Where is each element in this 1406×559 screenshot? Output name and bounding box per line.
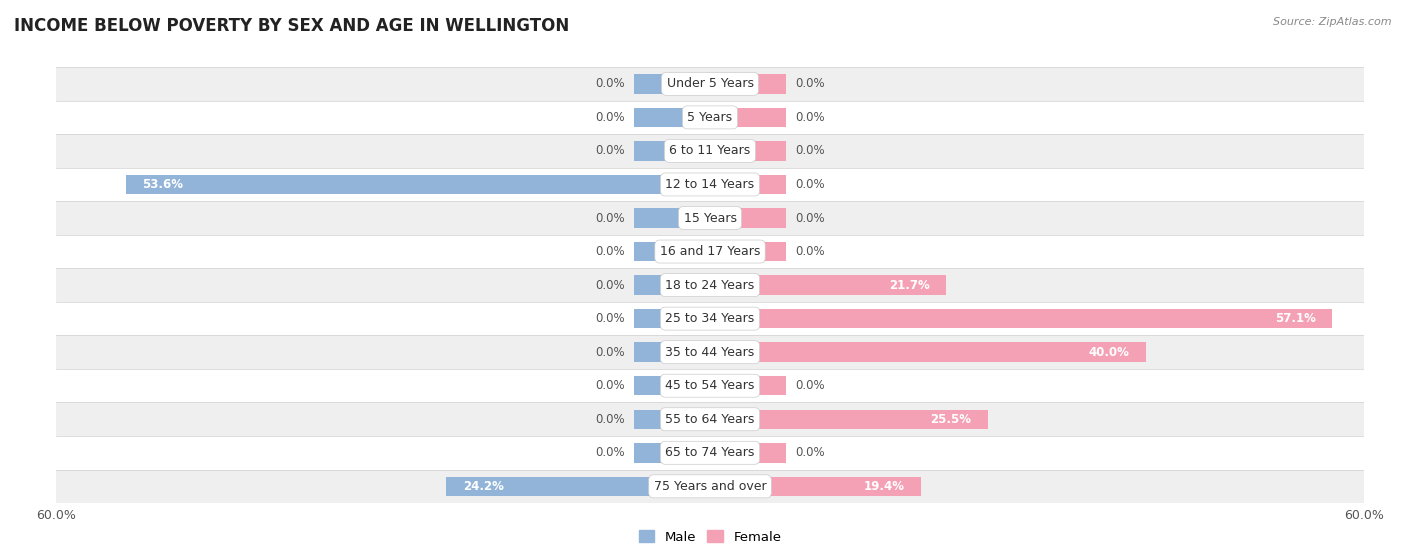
Bar	[56, 101, 1364, 134]
Bar	[710, 276, 946, 295]
Text: 24.2%: 24.2%	[463, 480, 503, 493]
Bar	[56, 369, 1364, 402]
Bar	[710, 443, 786, 462]
Bar	[710, 209, 786, 228]
Bar	[710, 343, 1146, 362]
Text: 0.0%: 0.0%	[595, 446, 626, 459]
Bar	[634, 443, 710, 462]
Text: 19.4%: 19.4%	[865, 480, 905, 493]
Bar	[634, 343, 710, 362]
Bar	[56, 67, 1364, 101]
Bar	[634, 242, 710, 261]
Bar	[56, 168, 1364, 201]
Bar	[56, 436, 1364, 470]
Text: 21.7%: 21.7%	[890, 278, 931, 292]
Text: 18 to 24 Years: 18 to 24 Years	[665, 278, 755, 292]
Text: 25.5%: 25.5%	[931, 413, 972, 426]
Text: 0.0%: 0.0%	[595, 278, 626, 292]
Text: 0.0%: 0.0%	[794, 446, 825, 459]
Text: 0.0%: 0.0%	[595, 345, 626, 359]
Text: 45 to 54 Years: 45 to 54 Years	[665, 379, 755, 392]
Bar	[710, 175, 786, 194]
Text: 25 to 34 Years: 25 to 34 Years	[665, 312, 755, 325]
Text: 0.0%: 0.0%	[794, 211, 825, 225]
Bar	[710, 74, 786, 93]
Bar	[56, 134, 1364, 168]
Bar	[634, 141, 710, 160]
Text: Source: ZipAtlas.com: Source: ZipAtlas.com	[1274, 17, 1392, 27]
Text: 0.0%: 0.0%	[794, 77, 825, 91]
Text: 0.0%: 0.0%	[794, 245, 825, 258]
Bar	[446, 477, 710, 496]
Text: 0.0%: 0.0%	[595, 312, 626, 325]
Text: 0.0%: 0.0%	[595, 111, 626, 124]
Bar	[634, 74, 710, 93]
Bar	[56, 302, 1364, 335]
Text: 0.0%: 0.0%	[595, 379, 626, 392]
Bar	[710, 410, 988, 429]
Text: 0.0%: 0.0%	[794, 178, 825, 191]
Bar	[634, 410, 710, 429]
Text: 6 to 11 Years: 6 to 11 Years	[669, 144, 751, 158]
Text: 65 to 74 Years: 65 to 74 Years	[665, 446, 755, 459]
Bar	[710, 141, 786, 160]
Text: 35 to 44 Years: 35 to 44 Years	[665, 345, 755, 359]
Bar	[56, 470, 1364, 503]
Text: 5 Years: 5 Years	[688, 111, 733, 124]
Text: Under 5 Years: Under 5 Years	[666, 77, 754, 91]
Text: 75 Years and over: 75 Years and over	[654, 480, 766, 493]
Text: 57.1%: 57.1%	[1275, 312, 1316, 325]
Bar	[56, 268, 1364, 302]
Text: 53.6%: 53.6%	[142, 178, 183, 191]
Text: 0.0%: 0.0%	[595, 144, 626, 158]
Bar	[634, 276, 710, 295]
Bar	[710, 242, 786, 261]
Text: 0.0%: 0.0%	[595, 245, 626, 258]
Text: 0.0%: 0.0%	[794, 144, 825, 158]
Text: 40.0%: 40.0%	[1088, 345, 1129, 359]
Text: 12 to 14 Years: 12 to 14 Years	[665, 178, 755, 191]
Legend: Male, Female: Male, Female	[633, 525, 787, 549]
Text: 0.0%: 0.0%	[595, 211, 626, 225]
Bar	[56, 402, 1364, 436]
Text: 55 to 64 Years: 55 to 64 Years	[665, 413, 755, 426]
Bar	[127, 175, 710, 194]
Bar	[710, 309, 1333, 328]
Text: 15 Years: 15 Years	[683, 211, 737, 225]
Text: 0.0%: 0.0%	[595, 413, 626, 426]
Bar	[710, 108, 786, 127]
Bar	[634, 108, 710, 127]
Bar	[56, 335, 1364, 369]
Bar	[634, 209, 710, 228]
Bar	[56, 201, 1364, 235]
Bar	[634, 309, 710, 328]
Text: INCOME BELOW POVERTY BY SEX AND AGE IN WELLINGTON: INCOME BELOW POVERTY BY SEX AND AGE IN W…	[14, 17, 569, 35]
Text: 0.0%: 0.0%	[794, 379, 825, 392]
Text: 0.0%: 0.0%	[794, 111, 825, 124]
Bar	[710, 477, 921, 496]
Bar	[56, 235, 1364, 268]
Bar	[710, 376, 786, 395]
Bar	[634, 376, 710, 395]
Text: 0.0%: 0.0%	[595, 77, 626, 91]
Text: 16 and 17 Years: 16 and 17 Years	[659, 245, 761, 258]
